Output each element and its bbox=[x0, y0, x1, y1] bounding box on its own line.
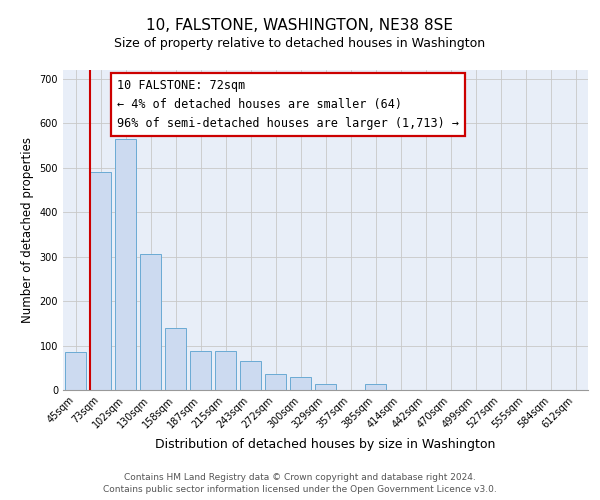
Text: Size of property relative to detached houses in Washington: Size of property relative to detached ho… bbox=[115, 38, 485, 51]
Bar bbox=[165, 328, 186, 390]
Bar bbox=[240, 361, 261, 390]
Text: Contains HM Land Registry data © Crown copyright and database right 2024.: Contains HM Land Registry data © Crown c… bbox=[124, 474, 476, 482]
Text: 10, FALSTONE, WASHINGTON, NE38 8SE: 10, FALSTONE, WASHINGTON, NE38 8SE bbox=[146, 18, 454, 32]
Bar bbox=[190, 352, 211, 390]
Bar bbox=[140, 254, 161, 390]
Text: Contains public sector information licensed under the Open Government Licence v3: Contains public sector information licen… bbox=[103, 485, 497, 494]
Text: 10 FALSTONE: 72sqm
← 4% of detached houses are smaller (64)
96% of semi-detached: 10 FALSTONE: 72sqm ← 4% of detached hous… bbox=[117, 79, 459, 130]
Bar bbox=[365, 384, 386, 390]
Bar bbox=[65, 352, 86, 390]
Bar bbox=[290, 376, 311, 390]
Bar bbox=[315, 384, 336, 390]
Bar bbox=[115, 139, 136, 390]
X-axis label: Distribution of detached houses by size in Washington: Distribution of detached houses by size … bbox=[155, 438, 496, 451]
Y-axis label: Number of detached properties: Number of detached properties bbox=[21, 137, 34, 323]
Bar bbox=[215, 352, 236, 390]
Bar bbox=[90, 172, 111, 390]
Bar bbox=[265, 374, 286, 390]
